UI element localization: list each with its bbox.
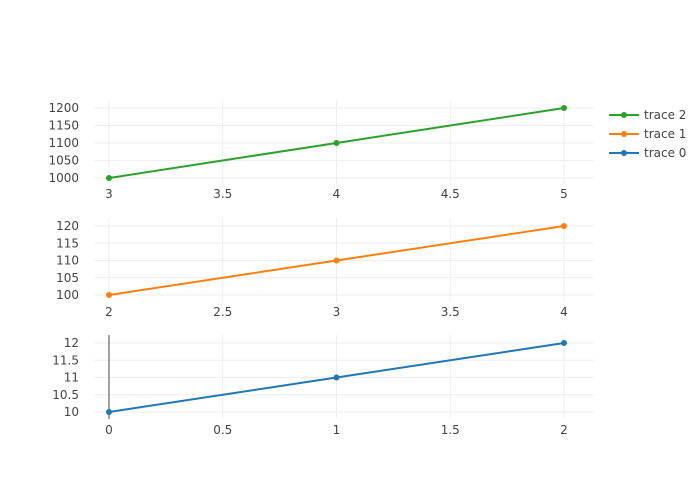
data-point[interactable]: [106, 409, 112, 415]
y-tick-label: 1050: [48, 154, 79, 168]
legend-item-trace-2[interactable]: trace 2: [609, 108, 686, 122]
legend-label: trace 1: [644, 127, 686, 141]
y-tick-label: 120: [56, 219, 79, 233]
legend-marker: [621, 150, 627, 156]
legend[interactable]: trace 2 trace 1 trace 0: [609, 108, 686, 160]
data-point[interactable]: [333, 257, 340, 264]
data-point[interactable]: [106, 175, 112, 181]
x-tick-label: 0.5: [213, 423, 232, 437]
legend-label: trace 0: [644, 146, 686, 160]
y-tick-label: 11: [64, 371, 79, 385]
y-tick-label: 1200: [48, 101, 79, 115]
data-point[interactable]: [333, 374, 340, 381]
data-point[interactable]: [561, 340, 567, 346]
y-tick-label: 11.5: [52, 353, 79, 367]
x-tick-label: 4: [333, 187, 341, 201]
y-tick-label: 115: [56, 236, 79, 250]
subplot-trace-2: 3 3.5 4 4.5 5 1000 1050 1100 1150 1200: [48, 100, 594, 201]
y-tick-label: 12: [64, 336, 79, 350]
x-tick-label: 1.5: [441, 423, 460, 437]
x-tick-label: 4: [560, 305, 568, 319]
data-point[interactable]: [561, 223, 567, 229]
x-tick-label: 0: [105, 423, 113, 437]
y-tick-label: 105: [56, 271, 79, 285]
y-tick-label: 1150: [48, 119, 79, 133]
y-tick-label: 1100: [48, 136, 79, 150]
legend-marker: [621, 112, 627, 118]
x-tick-label: 3: [333, 305, 341, 319]
x-tick-label: 3.5: [213, 187, 232, 201]
y-tick-label: 110: [56, 254, 79, 268]
x-tick-label: 3.5: [441, 305, 460, 319]
x-tick-label: 2: [560, 423, 568, 437]
x-tick-label: 3: [105, 187, 113, 201]
x-tick-label: 4.5: [441, 187, 460, 201]
subplot-trace-1: 2 2.5 3 3.5 4 100 105 110 115 120: [56, 218, 594, 319]
legend-label: trace 2: [644, 108, 686, 122]
legend-item-trace-0[interactable]: trace 0: [609, 146, 686, 160]
legend-marker: [621, 131, 627, 137]
data-point[interactable]: [333, 140, 340, 146]
x-tick-label: 1: [333, 423, 341, 437]
data-point[interactable]: [106, 292, 112, 298]
data-point[interactable]: [561, 105, 567, 111]
y-tick-label: 100: [56, 288, 79, 302]
y-tick-label: 10: [64, 405, 79, 419]
y-tick-label: 1000: [48, 171, 79, 185]
y-tick-label: 10.5: [52, 388, 79, 402]
x-tick-label: 2.5: [213, 305, 232, 319]
x-tick-label: 5: [560, 187, 568, 201]
x-tick-label: 2: [105, 305, 113, 319]
legend-item-trace-1[interactable]: trace 1: [609, 127, 686, 141]
